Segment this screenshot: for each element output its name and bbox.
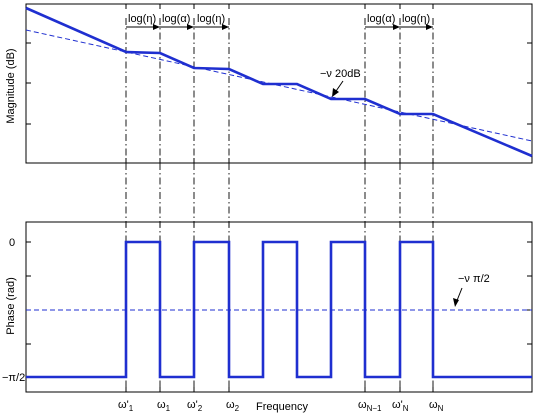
phase-curve xyxy=(26,240,532,379)
tick-label-w1: ω1 xyxy=(157,399,171,413)
phase-annotation: −ν π/2 xyxy=(458,273,490,285)
tick-label-w2: ω2 xyxy=(226,399,240,413)
tick-label-wn: ωN xyxy=(429,399,444,413)
phase-xticks xyxy=(125,222,434,392)
tick-label-wn1: ωN−1 xyxy=(358,399,382,413)
phase-ytick-minus-pi-half: −π/2 xyxy=(2,372,25,384)
tick-label-w1p: ω'1 xyxy=(118,399,134,413)
interval-label-eta-3: log(η) xyxy=(402,13,430,25)
phase-ylabel: Phase (rad) xyxy=(5,277,17,334)
magnitude-slope-line xyxy=(25,29,533,142)
frequency-tick-labels: ω'1 ω1 ω'2 ω2 Frequency ωN−1 ω'N ωN xyxy=(118,399,444,413)
magnitude-xticks xyxy=(125,4,434,163)
tick-label-wnp: ω'N xyxy=(392,399,409,413)
magnitude-yticks xyxy=(26,42,532,125)
interval-label-eta-1: log(η) xyxy=(128,13,156,25)
interval-arrows xyxy=(126,24,433,30)
frequency-xlabel: Frequency xyxy=(256,401,308,413)
frequency-guides xyxy=(125,18,434,392)
magnitude-curve xyxy=(25,6,533,158)
interval-label-eta-2: log(η) xyxy=(197,13,225,25)
tick-label-w2p: ω'2 xyxy=(187,399,203,413)
phase-ytick-zero: 0 xyxy=(9,237,15,249)
magnitude-panel: log(η) log(α) log(η) log(α) log(η) −ν 20… xyxy=(5,3,533,164)
magnitude-ylabel: Magnitude (dB) xyxy=(5,48,17,123)
interval-label-alpha-1: log(α) xyxy=(162,13,190,25)
phase-panel: −ν π/2 0 −π/2 Phase (rad) xyxy=(2,221,533,393)
interval-label-alpha-2: log(α) xyxy=(367,13,395,25)
slope-annotation: −ν 20dB xyxy=(320,68,361,80)
phase-frame xyxy=(25,221,533,393)
